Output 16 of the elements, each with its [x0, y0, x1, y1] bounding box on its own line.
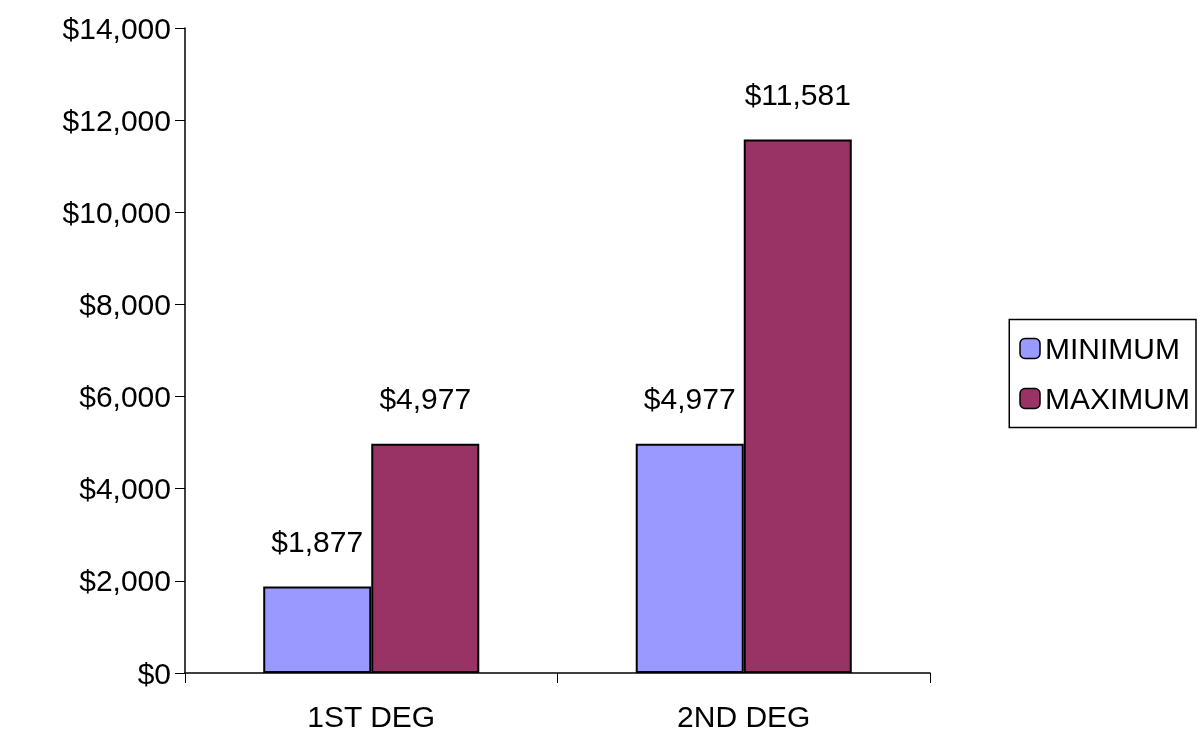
x-tick-label: 2ND DEG	[677, 699, 811, 733]
data-label: $4,977	[643, 382, 736, 416]
data-label: $4,977	[379, 382, 472, 416]
y-tick-label: $14,000	[62, 11, 171, 45]
legend-label: MAXIMUM	[1045, 382, 1191, 415]
data-label: $11,581	[744, 77, 851, 111]
y-tick-label: $2,000	[79, 564, 171, 598]
y-tick-label: $6,000	[79, 380, 171, 414]
y-tick-label: $12,000	[62, 103, 171, 137]
legend-label: MINIMUM	[1045, 332, 1180, 365]
y-tick-label: $10,000	[62, 195, 171, 229]
y-tick-label: $8,000	[79, 287, 171, 321]
x-tick-label: 1ST DEG	[307, 699, 436, 733]
y-tick-label: $0	[137, 656, 171, 690]
y-tick-label: $4,000	[79, 472, 171, 506]
data-label: $1,877	[271, 525, 364, 559]
